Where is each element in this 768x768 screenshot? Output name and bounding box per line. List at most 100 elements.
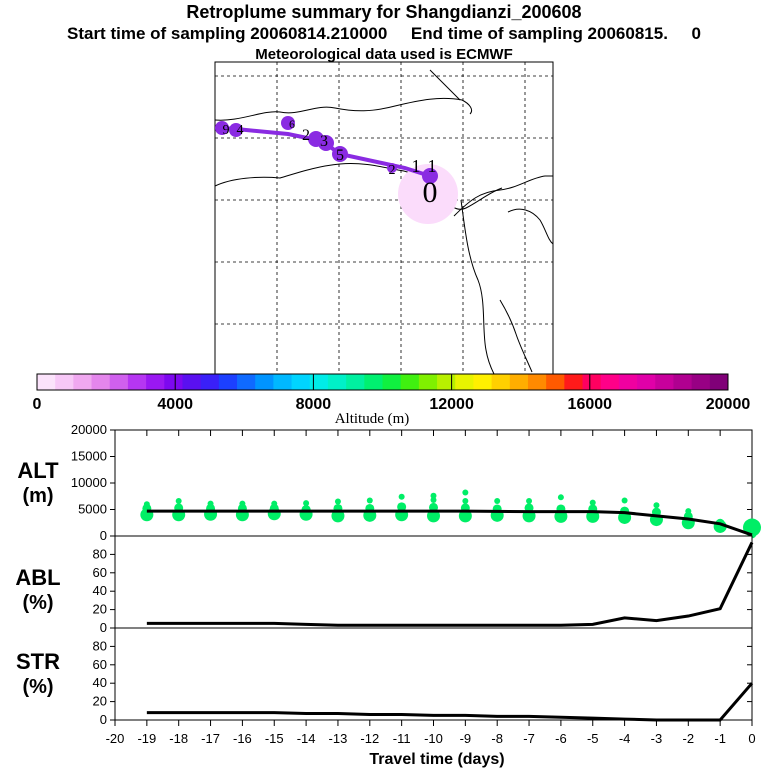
- colorbar-swatch: [491, 374, 511, 390]
- colorbar-swatch: [655, 374, 674, 390]
- x-tick-label: -14: [297, 731, 316, 746]
- trajectory-cluster: [229, 123, 243, 137]
- alt-layer: 0 5000 10000 15000 20000: [71, 422, 761, 543]
- y-tick-label: 80: [93, 638, 107, 653]
- x-tick-label: -5: [587, 731, 599, 746]
- altitude-point: [589, 499, 596, 506]
- altitude-point: [143, 501, 150, 508]
- x-tick-label: -9: [460, 731, 472, 746]
- trajectory-day-label: 6: [289, 117, 295, 131]
- colorbar-swatch: [473, 374, 493, 390]
- trajectory-day-label: 1: [428, 156, 437, 176]
- map-grid: [215, 62, 553, 374]
- altitude-point: [397, 502, 407, 512]
- trajectory-day-label: 9: [223, 123, 230, 138]
- colorbar-swatch: [400, 374, 420, 390]
- altitude-point: [366, 497, 373, 504]
- map-frame: [214, 61, 554, 375]
- trajectory-cluster: [281, 116, 295, 130]
- trajectory-day-label: 4: [237, 123, 244, 138]
- x-tick-label: -12: [360, 731, 379, 746]
- met-data-line: Meteorological data used is ECMWF: [255, 46, 513, 63]
- abl-label-line1: ABL: [15, 565, 60, 590]
- altitude-point: [301, 505, 311, 514]
- altitude-point: [430, 492, 437, 499]
- colorbar-tick-label: 4000: [157, 396, 193, 413]
- y-tick-label: 40: [93, 675, 107, 690]
- altitude-point: [462, 498, 469, 505]
- colorbar-swatch: [437, 374, 456, 390]
- x-tick-label: -7: [523, 731, 535, 746]
- altitude-point: [271, 500, 278, 507]
- alt-label-line2: (m): [22, 485, 53, 507]
- colorbar-swatch: [237, 374, 256, 390]
- altitude-point: [207, 500, 214, 507]
- colorbar-swatch: [127, 374, 147, 390]
- abl-label-line2: (%): [22, 592, 53, 614]
- chart-title: Retroplume summary for Shangdianzi_20060…: [186, 2, 582, 22]
- alt-panel: 0 5000 10000 15000 20000 ALT (m): [17, 422, 761, 543]
- colorbar-tick-label: 16000: [568, 396, 613, 413]
- x-tick-label: -10: [424, 731, 443, 746]
- y-tick-label: 60: [93, 657, 107, 672]
- trajectory-cluster: [422, 168, 438, 184]
- altitude-point: [239, 500, 246, 507]
- series-line: [146, 541, 754, 627]
- colorbar-swatch: [418, 374, 438, 390]
- alt-label-line1: ALT: [17, 458, 59, 483]
- altitude-point: [526, 498, 533, 505]
- x-axis: -20 -19 -18 -17 -16 -15 -14 -13 -12 -11 -10 -9 -8 -7-…: [106, 720, 756, 768]
- trajectory-cluster: [332, 146, 348, 162]
- altitude-point: [462, 489, 469, 496]
- colorbar: 0 4000 8000 12000 16000 20000 Altitude (m): [33, 373, 750, 427]
- y-tick-label: 15000: [71, 449, 107, 464]
- colorbar-swatch: [364, 374, 383, 390]
- y-tick-label: 80: [93, 546, 107, 561]
- trajectory-day-label: 0: [423, 176, 438, 209]
- colorbar-swatch: [346, 374, 365, 390]
- colorbar-swatch: [564, 374, 584, 390]
- release-plume: [398, 164, 458, 224]
- colorbar-swatch: [109, 374, 129, 390]
- colorbar-tick-label: 0: [33, 396, 42, 413]
- altitude-point: [303, 500, 310, 507]
- trajectory-day-label: 5: [336, 147, 344, 164]
- colorbar-swatch: [309, 374, 329, 390]
- colorbar-swatch: [600, 374, 620, 390]
- abl-layer: 0 20 40 60 80: [93, 541, 754, 635]
- colorbar-swatch: [73, 374, 93, 390]
- x-tick-label: -1: [714, 731, 726, 746]
- altitude-point: [621, 497, 628, 504]
- abl-frame: [114, 535, 753, 629]
- x-tick-label: -15: [265, 731, 284, 746]
- x-tick-label: -6: [555, 731, 567, 746]
- trajectory-cluster: [387, 163, 397, 173]
- colorbar-swatch: [146, 374, 165, 390]
- colorbar-swatch: [218, 374, 238, 390]
- colorbar-swatch: [255, 374, 274, 390]
- y-tick-label: 5000: [78, 502, 107, 517]
- altitude-point: [175, 498, 182, 505]
- altitude-point: [494, 498, 501, 505]
- y-tick-label: 0: [100, 528, 107, 543]
- x-axis-label: Travel time (days): [369, 751, 504, 768]
- colorbar-swatch: [200, 374, 220, 390]
- str-layer: 0 20 40 60 80: [93, 638, 754, 727]
- trajectory-day-label: 3: [320, 133, 328, 150]
- colorbar-swatch: [546, 374, 565, 390]
- colorbar-swatch: [182, 374, 202, 390]
- y-tick-label: 40: [93, 583, 107, 598]
- x-tick-label: -4: [619, 731, 631, 746]
- series-line: [146, 509, 753, 537]
- trajectory-cluster: [308, 131, 324, 147]
- colorbar-swatch: [691, 374, 711, 390]
- colorbar-swatches: [37, 374, 729, 390]
- trajectory-day-label: 2: [302, 127, 310, 144]
- y-tick-label: 0: [100, 712, 107, 727]
- coastline: [214, 69, 554, 375]
- str-label-line2: (%): [22, 676, 53, 698]
- colorbar-swatch: [327, 374, 347, 390]
- sampling-time-line: Start time of sampling 20060814.210000 E…: [66, 24, 701, 43]
- str-label-line1: STR: [16, 649, 60, 674]
- trajectory-day-label: 2: [389, 163, 396, 178]
